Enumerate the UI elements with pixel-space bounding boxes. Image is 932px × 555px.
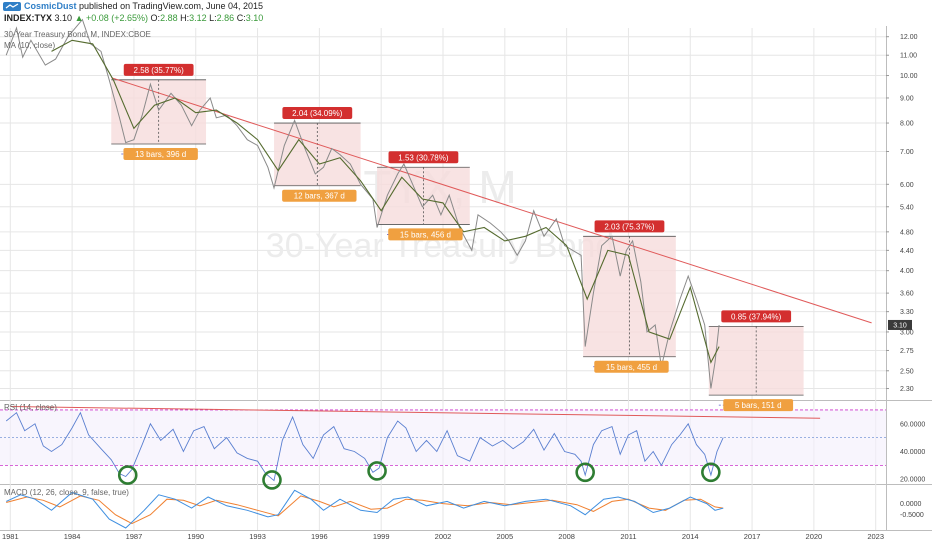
y-tick-label: 3.00 [900,329,914,336]
rsi-trendline[interactable] [10,406,821,419]
published-text: published on TradingView.com, June 04, 2… [79,1,263,11]
price-change-badge[interactable] [721,310,792,323]
y-tick-label: 4.00 [900,268,914,275]
y-tick-label: 4.80 [900,229,914,236]
x-tick-label: 1987 [126,532,143,541]
time-span-label: 5 bars, 151 d [735,401,782,410]
price-change-badge[interactable] [123,63,194,76]
price-change-label: 2.03 (75.37%) [604,222,655,231]
x-tick-label: 2020 [806,532,823,541]
last-value-badge [888,319,912,330]
x-tick-label: 1981 [2,532,19,541]
time-span-badge[interactable] [282,189,357,202]
high-value: 3.12 [189,13,207,23]
series-layer [0,18,886,529]
time-span-badge[interactable] [388,228,463,241]
y-tick-label: 2.30 [900,386,914,393]
measurement-labels-layer[interactable]: 2.58 (35.77%) 13 bars, 396 d 2.04 (34.09%)… [123,63,794,412]
open-label: O: [150,13,161,23]
macd-signal-line [6,495,724,525]
author-link[interactable]: CosmicDust [24,1,77,11]
low-value: 2.86 [216,13,235,23]
rsi-y-tick-label: 20.0000 [900,477,925,484]
x-tick-label: 1993 [249,532,266,541]
price-change-label: 2.04 (34.09%) [292,109,343,118]
rsi-indicator-label[interactable]: RSI (14, close) [4,403,57,412]
y-tick-label: 9.00 [900,95,914,102]
x-tick-label: 2005 [496,532,513,541]
oversold-highlight-circle[interactable] [575,462,595,483]
open-value: 2.88 [160,13,178,23]
price-series-line [5,18,720,389]
price-change: ▲ +0.08 (+2.65%) [74,13,149,23]
price-change-label: 1.53 (30.78%) [398,153,449,162]
time-span-label: 13 bars, 396 d [135,150,186,159]
close-value: 3.10 [245,13,264,23]
price-change-badge[interactable] [594,220,665,233]
y-tick-label: 3.30 [900,309,914,316]
y-tick-label: 5.40 [900,204,914,211]
time-span-badge[interactable] [594,360,669,373]
y-tick-label: 7.00 [900,149,914,156]
macd-line [5,489,724,529]
close-label: C: [236,13,246,23]
y-tick-label: 12.00 [900,34,918,41]
last-value-label: 3.10 [893,322,907,329]
x-tick-label: 2011 [620,532,636,541]
y-tick-label: 2.75 [900,348,914,355]
ma-series-line [51,39,720,364]
rsi-band-fill [0,409,886,466]
time-span-label: 12 bars, 367 d [294,192,345,201]
x-tick-label: 2023 [867,532,884,541]
y-tick-label: 2.50 [900,368,914,375]
low-label: L: [209,13,217,23]
x-tick-label: 1996 [311,532,328,541]
y-tick-label: 8.00 [900,121,914,128]
time-span-badge[interactable] [123,148,198,161]
rsi-y-tick-label: 60.0000 [900,421,925,428]
oversold-highlight-circle[interactable] [262,470,282,490]
resistance-trendline[interactable] [111,77,872,324]
x-tick-label: 1984 [64,532,81,541]
rsi-series-line [5,411,724,482]
symbol-label[interactable]: INDEX:TYX [4,13,53,23]
last-price: 3.10 [54,13,73,23]
x-tick-label: 1999 [373,532,390,541]
macd-y-tick-label: 0.0000 [900,501,922,508]
price-change-badge[interactable] [388,151,459,164]
oversold-highlight-circle[interactable] [701,462,721,483]
main-series-title[interactable]: 30-Year Treasury Bond, M, INDEX:CBOE [4,30,151,39]
x-tick-label: 2008 [558,532,575,541]
y-tick-label: 3.60 [900,291,914,298]
time-span-label: 15 bars, 456 d [400,230,451,239]
oversold-highlight-circle[interactable] [367,461,387,481]
tradingview-logo-icon [3,2,21,11]
measurement-box[interactable] [708,326,804,396]
x-tick-label: 2017 [744,532,761,541]
price-change-label: 2.58 (35.77%) [134,66,185,75]
y-tick-label: 10.00 [900,73,918,80]
time-span-badge[interactable] [723,399,794,412]
ma-indicator-label[interactable]: MA (10, close) [4,41,56,50]
macd-y-tick-label: -0.5000 [900,512,924,519]
price-change-badge[interactable] [282,107,353,120]
y-tick-label: 6.00 [900,182,914,189]
price-change-label: 0.85 (37.94%) [731,312,782,321]
macd-indicator-label[interactable]: MACD (12, 26, close, 9, false, true) [4,488,129,497]
publish-line: CosmicDust published on TradingView.com,… [24,1,263,11]
y-tick-label: 4.40 [900,248,914,255]
oversold-highlight-circle[interactable] [117,465,138,485]
rsi-y-tick-label: 40.0000 [900,449,925,456]
x-tick-label: 1990 [187,532,204,541]
x-tick-label: 2014 [682,532,699,541]
high-label: H: [180,13,190,23]
time-span-label: 15 bars, 455 d [606,363,657,372]
quote-line: INDEX:TYX 3.10 ▲ +0.08 (+2.65%) O:2.88 H… [4,13,263,23]
axes-layer: 1981 1984 1987 1990 1993 1996 1999 2002 2005 2008… [2,34,925,541]
x-tick-label: 2002 [435,532,452,541]
y-tick-label: 11.00 [900,53,917,60]
watermark-layer: TYX, M 30-Year Treasury Bond [266,161,614,265]
